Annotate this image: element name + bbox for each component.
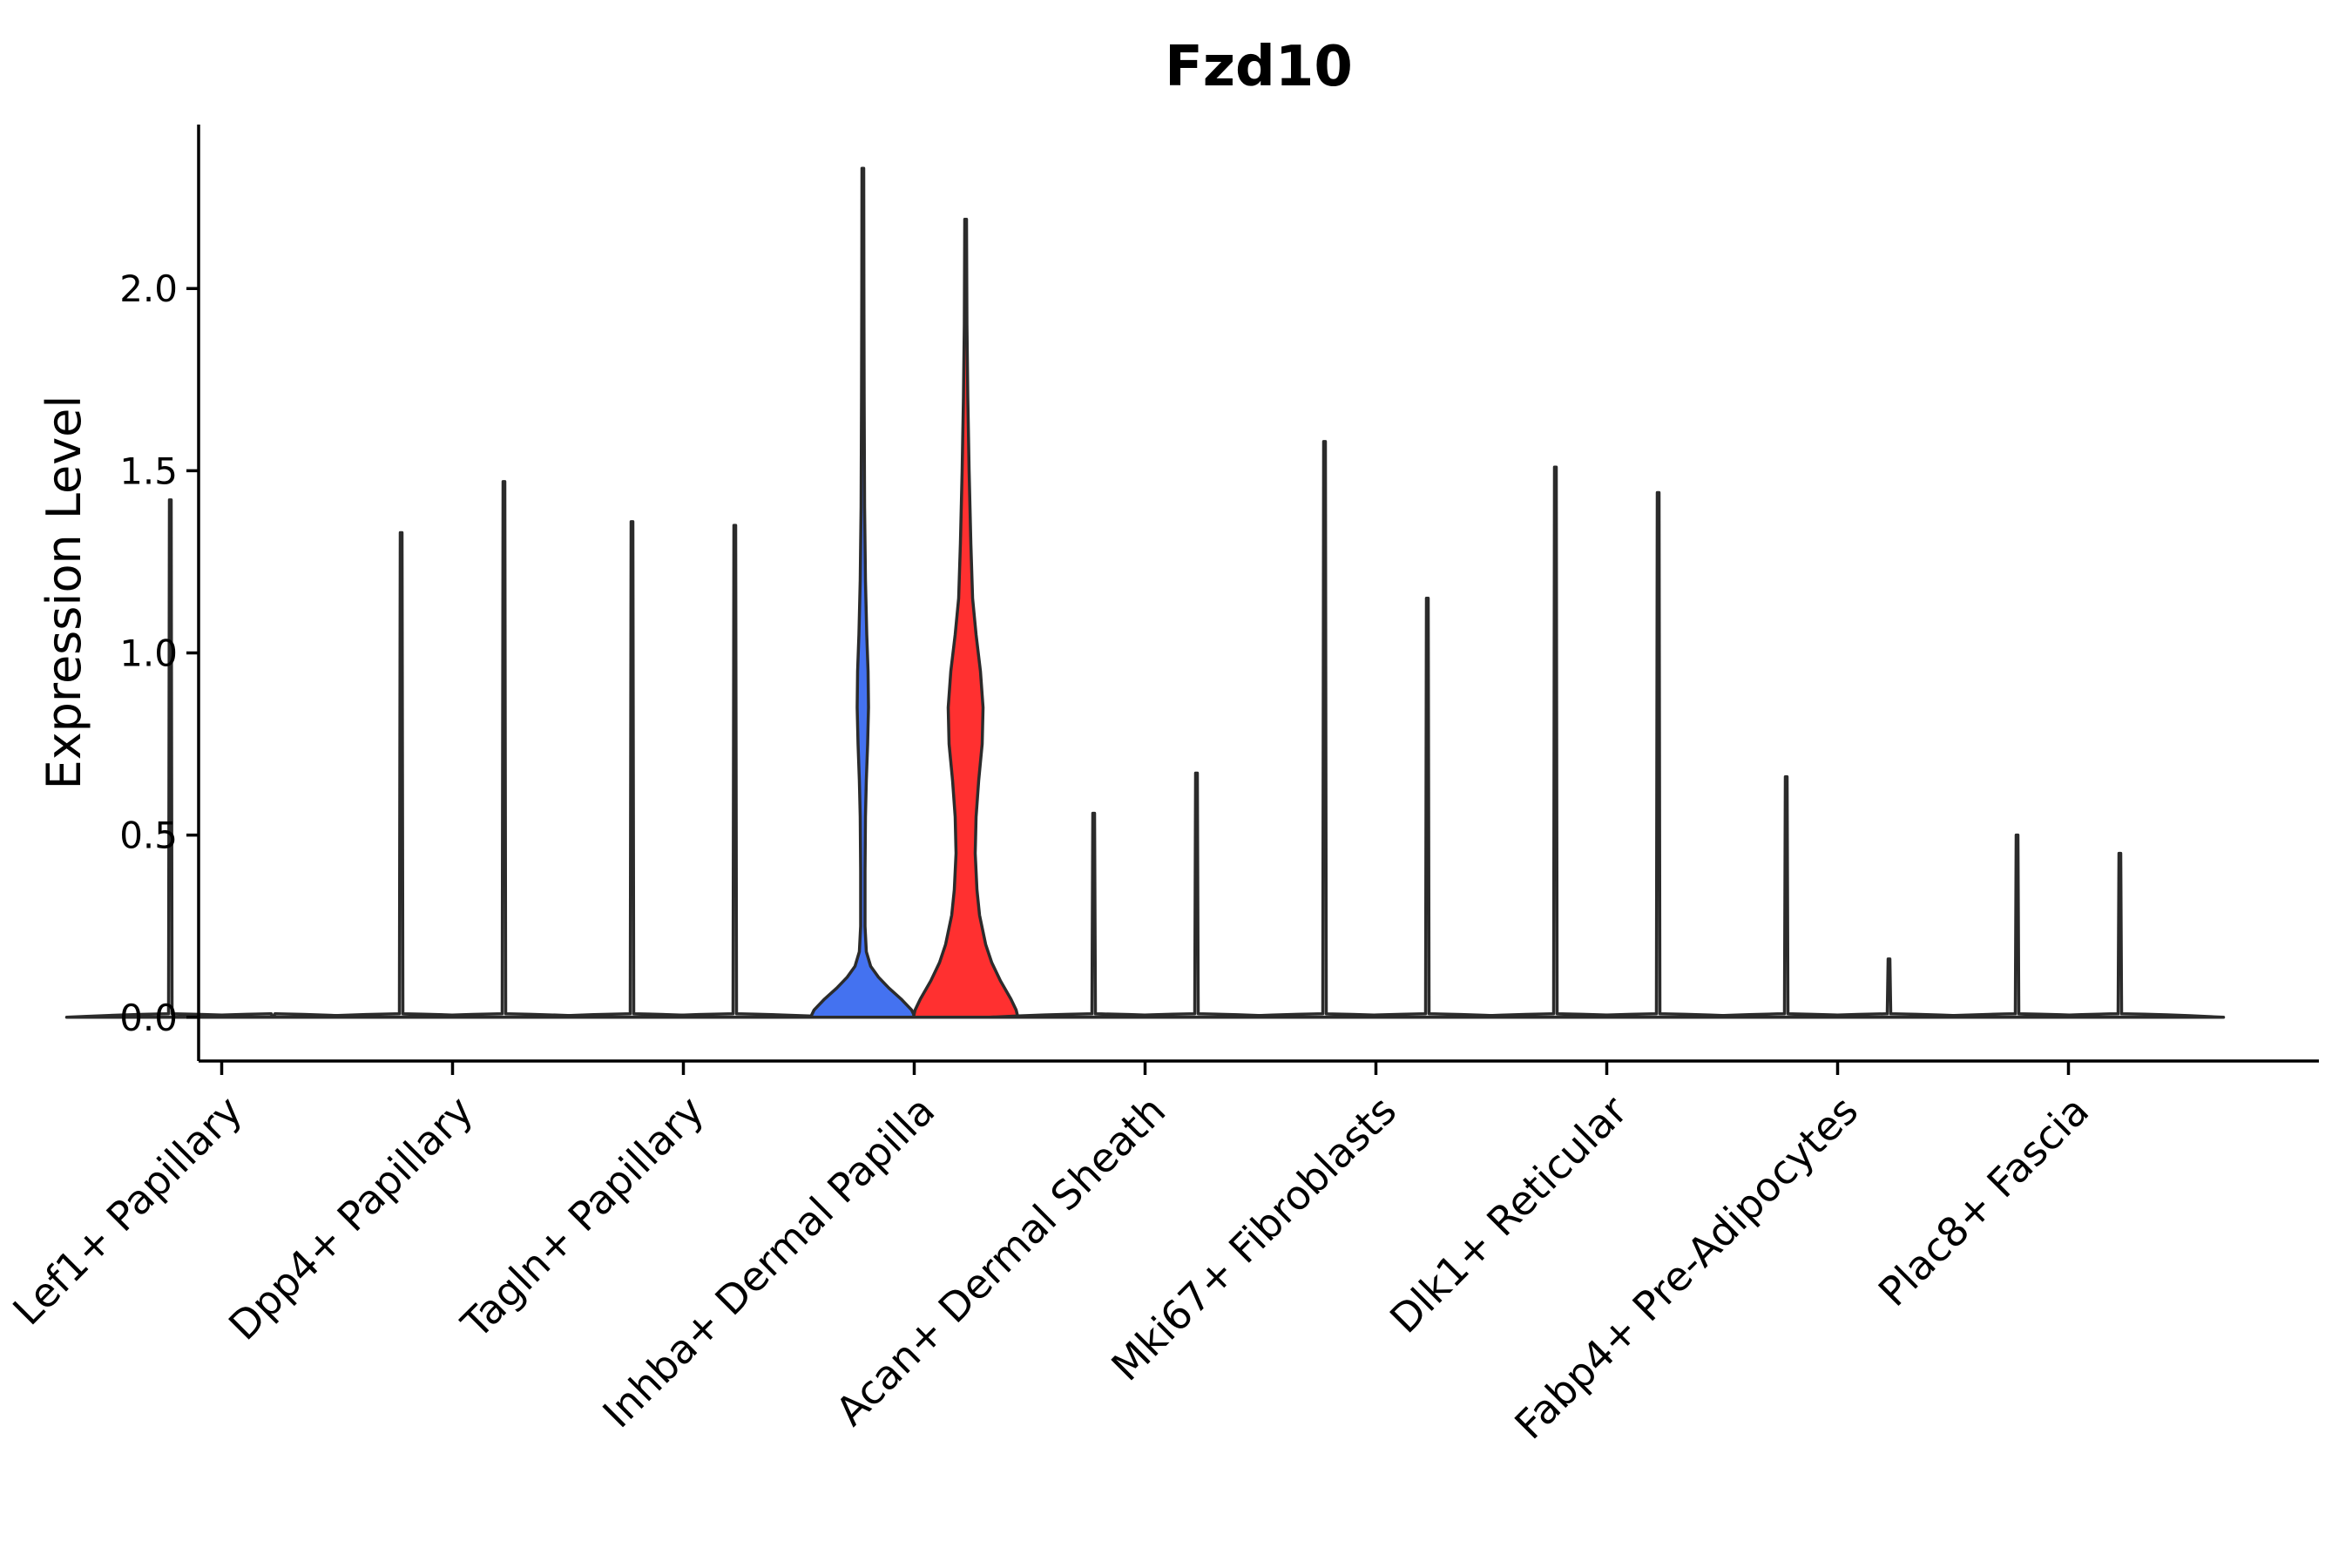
violin-group2 xyxy=(2014,851,2226,1019)
violin-group1 xyxy=(1219,440,1430,1019)
violin-group1 xyxy=(808,166,917,1019)
y-tick-label: 0.5 xyxy=(119,814,178,857)
violin-group1 xyxy=(1911,833,2123,1019)
x-tick-label: Lef1+ Papillary xyxy=(3,1087,251,1335)
violin-group2 xyxy=(1321,597,1533,1019)
violin-group2 xyxy=(911,218,1020,1019)
y-axis-ticks: 0.0 0.5 1.0 1.5 2.0 xyxy=(119,267,199,1039)
violin-group2 xyxy=(1091,771,1302,1019)
y-tick-label: 2.0 xyxy=(119,267,178,310)
violin-group2 xyxy=(1552,490,1764,1019)
y-tick-label: 1.0 xyxy=(119,632,178,675)
violin-group2 xyxy=(629,524,841,1019)
violin-group2 xyxy=(398,480,610,1019)
x-tick-label: Plac8+ Fascia xyxy=(1869,1087,2098,1315)
violin-group1 xyxy=(1680,774,1892,1019)
x-tick-label: Tagln+ Papillary xyxy=(452,1087,713,1348)
violin-group1 xyxy=(1450,465,1661,1019)
y-tick-label: 0.0 xyxy=(119,997,178,1039)
violin-group xyxy=(64,166,2226,1019)
violin-group1 xyxy=(295,531,507,1019)
violin-group1 xyxy=(64,498,276,1019)
violin-group1 xyxy=(988,811,1200,1019)
y-axis-label: Expression Level xyxy=(37,395,91,790)
x-tick-label: Dpp4+ Papillary xyxy=(220,1087,482,1349)
violin-group2 xyxy=(1783,957,1995,1019)
violin-group1 xyxy=(526,520,738,1019)
y-tick-label: 1.5 xyxy=(119,449,178,492)
chart-title: Fzd10 xyxy=(1165,35,1353,99)
x-tick-label: Dlk1+ Reticular xyxy=(1381,1087,1636,1342)
